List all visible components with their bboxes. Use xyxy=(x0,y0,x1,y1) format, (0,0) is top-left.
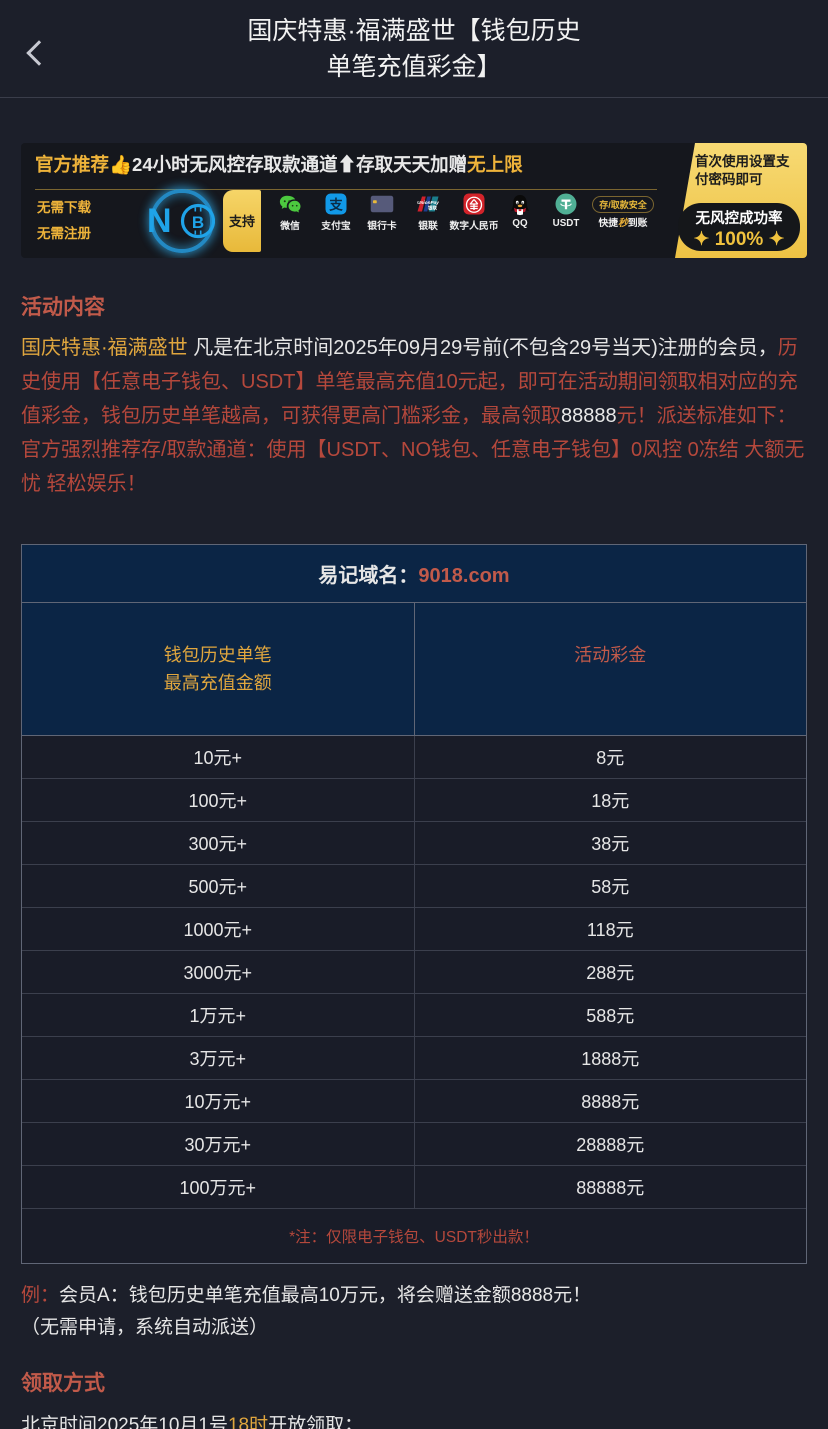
svg-text:B: B xyxy=(192,213,204,232)
svg-text:N: N xyxy=(149,202,172,240)
svg-text:银联: 银联 xyxy=(428,204,437,211)
svg-text:支: 支 xyxy=(328,196,343,212)
